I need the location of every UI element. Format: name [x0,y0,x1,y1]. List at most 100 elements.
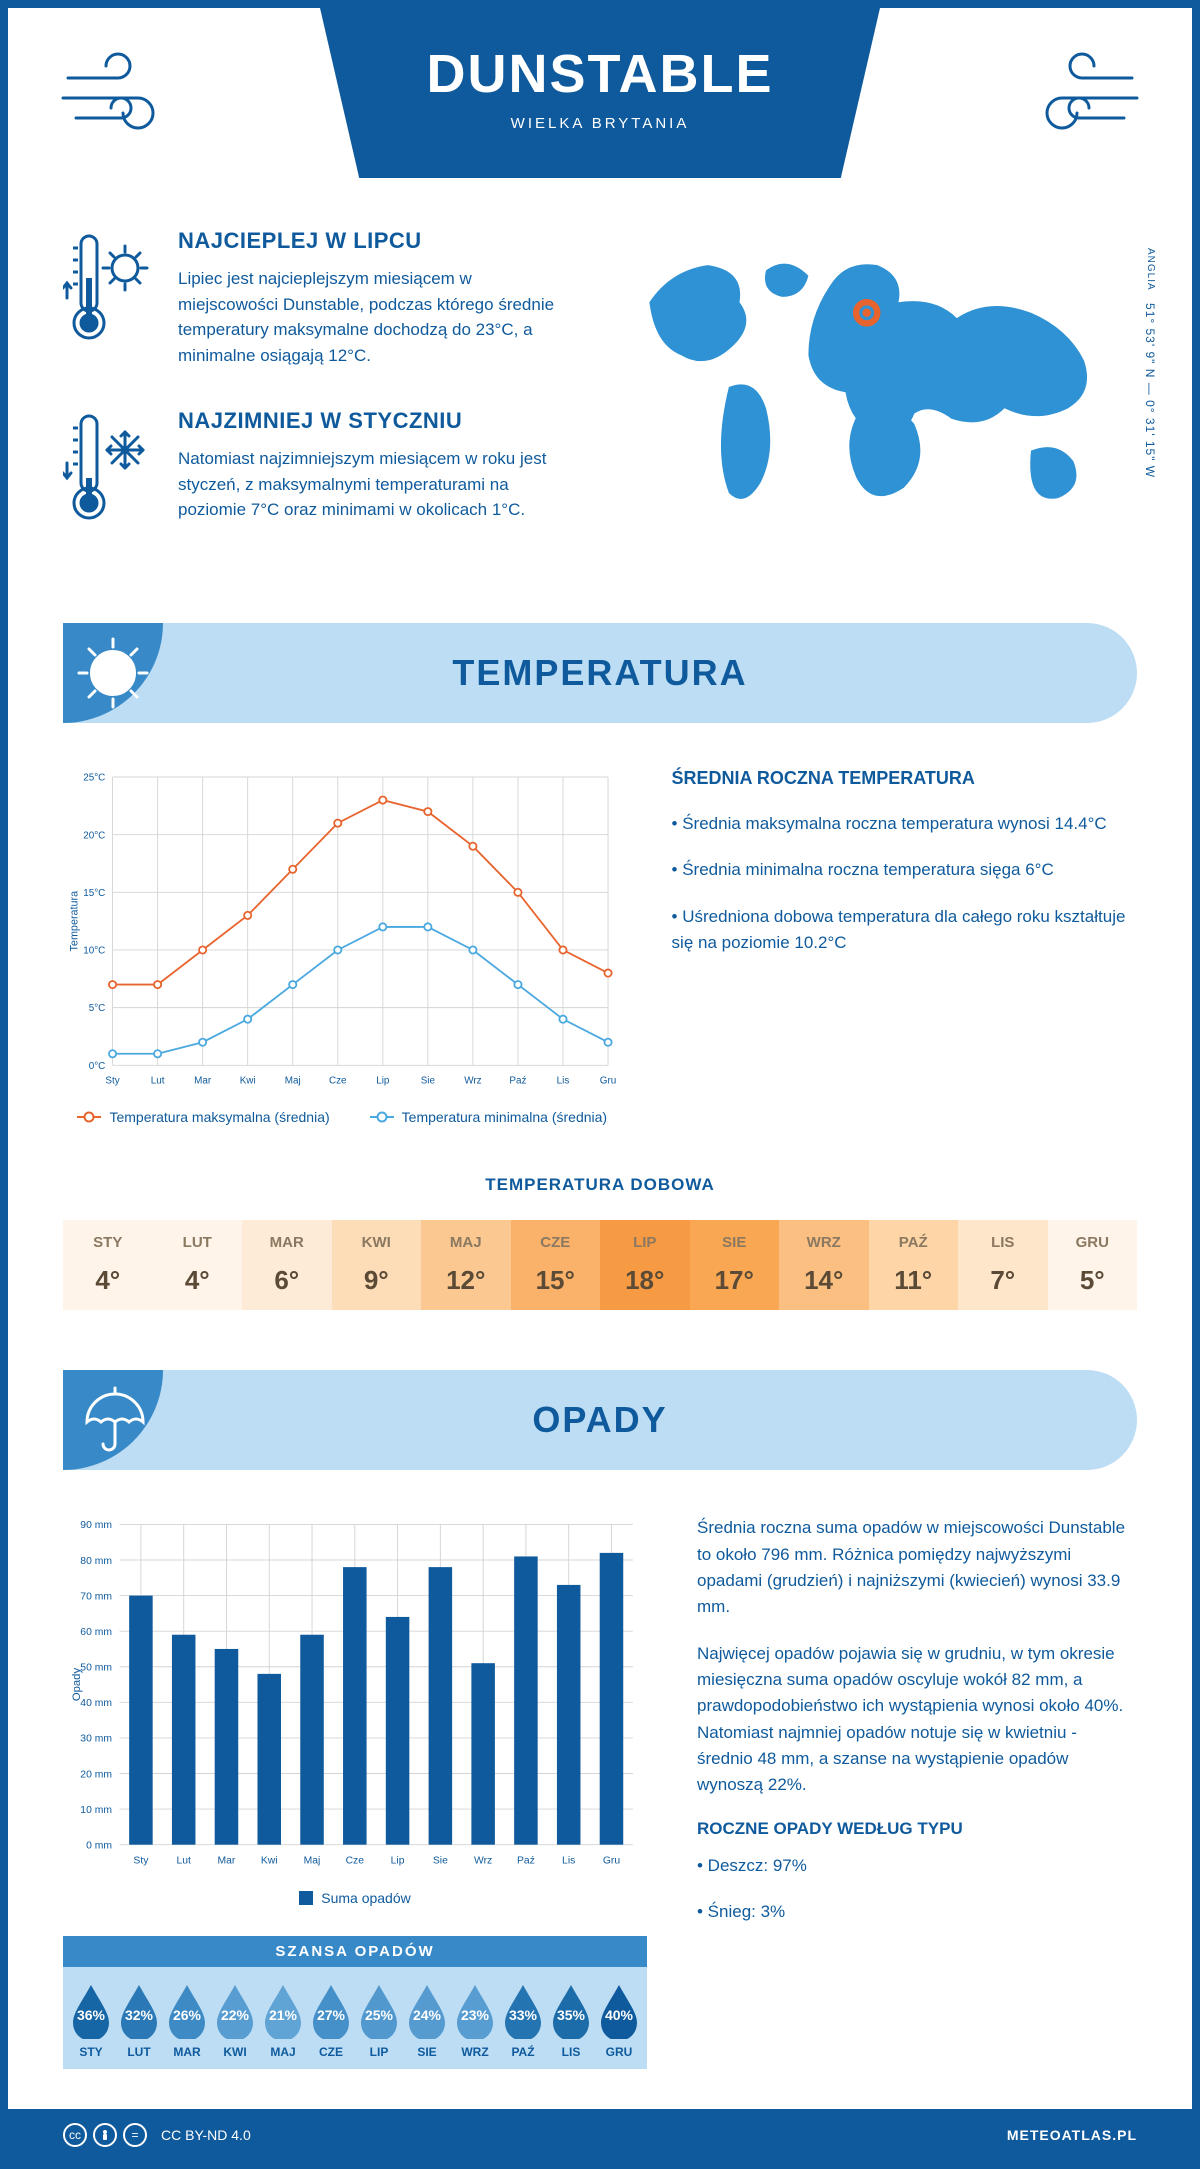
chance-cell: 40% GRU [595,1981,643,2059]
chance-cell: 22% KWI [211,1981,259,2059]
page: DUNSTABLE WIELKA BRYTANIA [0,0,1200,2169]
precip-p1: Średnia roczna suma opadów w miejscowośc… [697,1515,1137,1620]
svg-text:80 mm: 80 mm [80,1556,112,1567]
info-left: NAJCIEPLEJ W LIPCU Lipiec jest najcieple… [63,228,567,573]
legend-max-label: Temperatura maksymalna (średnia) [109,1109,329,1125]
map-col: ANGLIA 51° 53' 9" N — 0° 31' 15" W [607,228,1137,573]
raindrop-icon: 21% [259,1981,307,2039]
daily-cell: MAR 6° [242,1220,332,1310]
sun-icon [75,635,151,716]
daily-cell: CZE 15° [511,1220,601,1310]
hottest-block: NAJCIEPLEJ W LIPCU Lipiec jest najcieple… [63,228,567,368]
hottest-body: Lipiec jest najcieplejszym miesiącem w m… [178,266,567,368]
svg-text:30 mm: 30 mm [80,1734,112,1745]
daily-value: 17° [690,1265,780,1296]
daily-cell: LIP 18° [600,1220,690,1310]
chance-month: MAR [163,2045,211,2059]
legend-min: Temperatura minimalna (średnia) [370,1109,607,1125]
legend-sum: Suma opadów [299,1890,411,1906]
chance-cell: 24% SIE [403,1981,451,2059]
thermometer-cold-icon [63,408,153,533]
yearly-type-snow: • Śnieg: 3% [697,1899,1137,1925]
precip-legend: Suma opadów [63,1890,647,1906]
chance-month: LIS [547,2045,595,2059]
svg-text:40 mm: 40 mm [80,1698,112,1709]
chance-value: 26% [173,2007,201,2023]
daily-value: 9° [332,1265,422,1296]
daily-value: 14° [779,1265,869,1296]
svg-text:Wrz: Wrz [474,1856,492,1867]
svg-text:0°C: 0°C [89,1061,106,1072]
daily-value: 11° [869,1265,959,1296]
precip-p2: Najwięcej opadów pojawia się w grudniu, … [697,1641,1137,1799]
svg-text:Gru: Gru [600,1075,617,1086]
chance-cell: 23% WRZ [451,1981,499,2059]
raindrop-icon: 35% [547,1981,595,2039]
daily-month: KWI [332,1234,422,1251]
svg-text:Sie: Sie [421,1075,436,1086]
svg-text:5°C: 5°C [89,1003,106,1014]
chance-month: LUT [115,2045,163,2059]
country-subtitle: WIELKA BRYTANIA [320,115,880,132]
chance-month: SIE [403,2045,451,2059]
legend-sum-label: Suma opadów [321,1890,411,1906]
chance-cell: 35% LIS [547,1981,595,2059]
daily-value: 18° [600,1265,690,1296]
chance-month: WRZ [451,2045,499,2059]
daily-value: 4° [153,1265,243,1296]
svg-text:Opady: Opady [71,1668,83,1702]
coldest-body: Natomiast najzimniejszym miesiącem w rok… [178,446,567,523]
precipitation-body: 0 mm10 mm20 mm30 mm40 mm50 mm60 mm70 mm8… [8,1515,1192,2109]
annual-temp-line2: • Średnia minimalna roczna temperatura s… [672,857,1137,883]
svg-text:Cze: Cze [329,1075,347,1086]
by-icon [93,2123,117,2147]
chance-cell: 33% PAŹ [499,1981,547,2059]
svg-text:Maj: Maj [285,1075,301,1086]
header-band: DUNSTABLE WIELKA BRYTANIA [8,8,1192,228]
daily-cell: KWI 9° [332,1220,422,1310]
chance-value: 32% [125,2007,153,2023]
svg-text:25°C: 25°C [83,773,105,784]
wind-icon [58,48,188,153]
svg-text:10 mm: 10 mm [80,1805,112,1816]
license-text: CC BY-ND 4.0 [161,2127,251,2143]
coordinates: ANGLIA 51° 53' 9" N — 0° 31' 15" W [1143,248,1157,478]
svg-text:Wrz: Wrz [464,1075,481,1086]
coords-text: 51° 53' 9" N — 0° 31' 15" W [1143,303,1157,478]
daily-value: 5° [1048,1265,1138,1296]
chance-month: MAJ [259,2045,307,2059]
daily-value: 6° [242,1265,332,1296]
daily-month: LUT [153,1234,243,1251]
svg-text:60 mm: 60 mm [80,1627,112,1638]
daily-month: STY [63,1234,153,1251]
title-banner: DUNSTABLE WIELKA BRYTANIA [320,8,880,178]
precipitation-header: OPADY [63,1370,1137,1470]
coords-region: ANGLIA [1145,248,1156,291]
daily-month: MAR [242,1234,332,1251]
daily-value: 7° [958,1265,1048,1296]
daily-month: LIS [958,1234,1048,1251]
chance-value: 40% [605,2007,633,2023]
svg-text:Lut: Lut [176,1856,191,1867]
daily-month: SIE [690,1234,780,1251]
svg-text:Paź: Paź [517,1856,535,1867]
svg-text:Maj: Maj [304,1856,321,1867]
svg-text:Sty: Sty [105,1075,119,1086]
chance-value: 25% [365,2007,393,2023]
daily-cell: STY 4° [63,1220,153,1310]
daily-cell: WRZ 14° [779,1220,869,1310]
daily-month: WRZ [779,1234,869,1251]
chance-value: 22% [221,2007,249,2023]
footer: cc = CC BY-ND 4.0 METEOATLAS.PL [8,2109,1192,2161]
chance-month: GRU [595,2045,643,2059]
precip-chart: 0 mm10 mm20 mm30 mm40 mm50 mm60 mm70 mm8… [63,1515,647,2069]
svg-text:Sty: Sty [133,1856,149,1867]
chance-value: 24% [413,2007,441,2023]
city-title: DUNSTABLE [320,43,880,105]
daily-value: 15° [511,1265,601,1296]
svg-text:20°C: 20°C [83,830,105,841]
daily-cell: GRU 5° [1048,1220,1138,1310]
chance-value: 27% [317,2007,345,2023]
chance-grid: 36% STY 32% LUT 26% MAR 22% KWI [63,1967,647,2069]
daily-temp-title: TEMPERATURA DOBOWA [8,1175,1192,1195]
